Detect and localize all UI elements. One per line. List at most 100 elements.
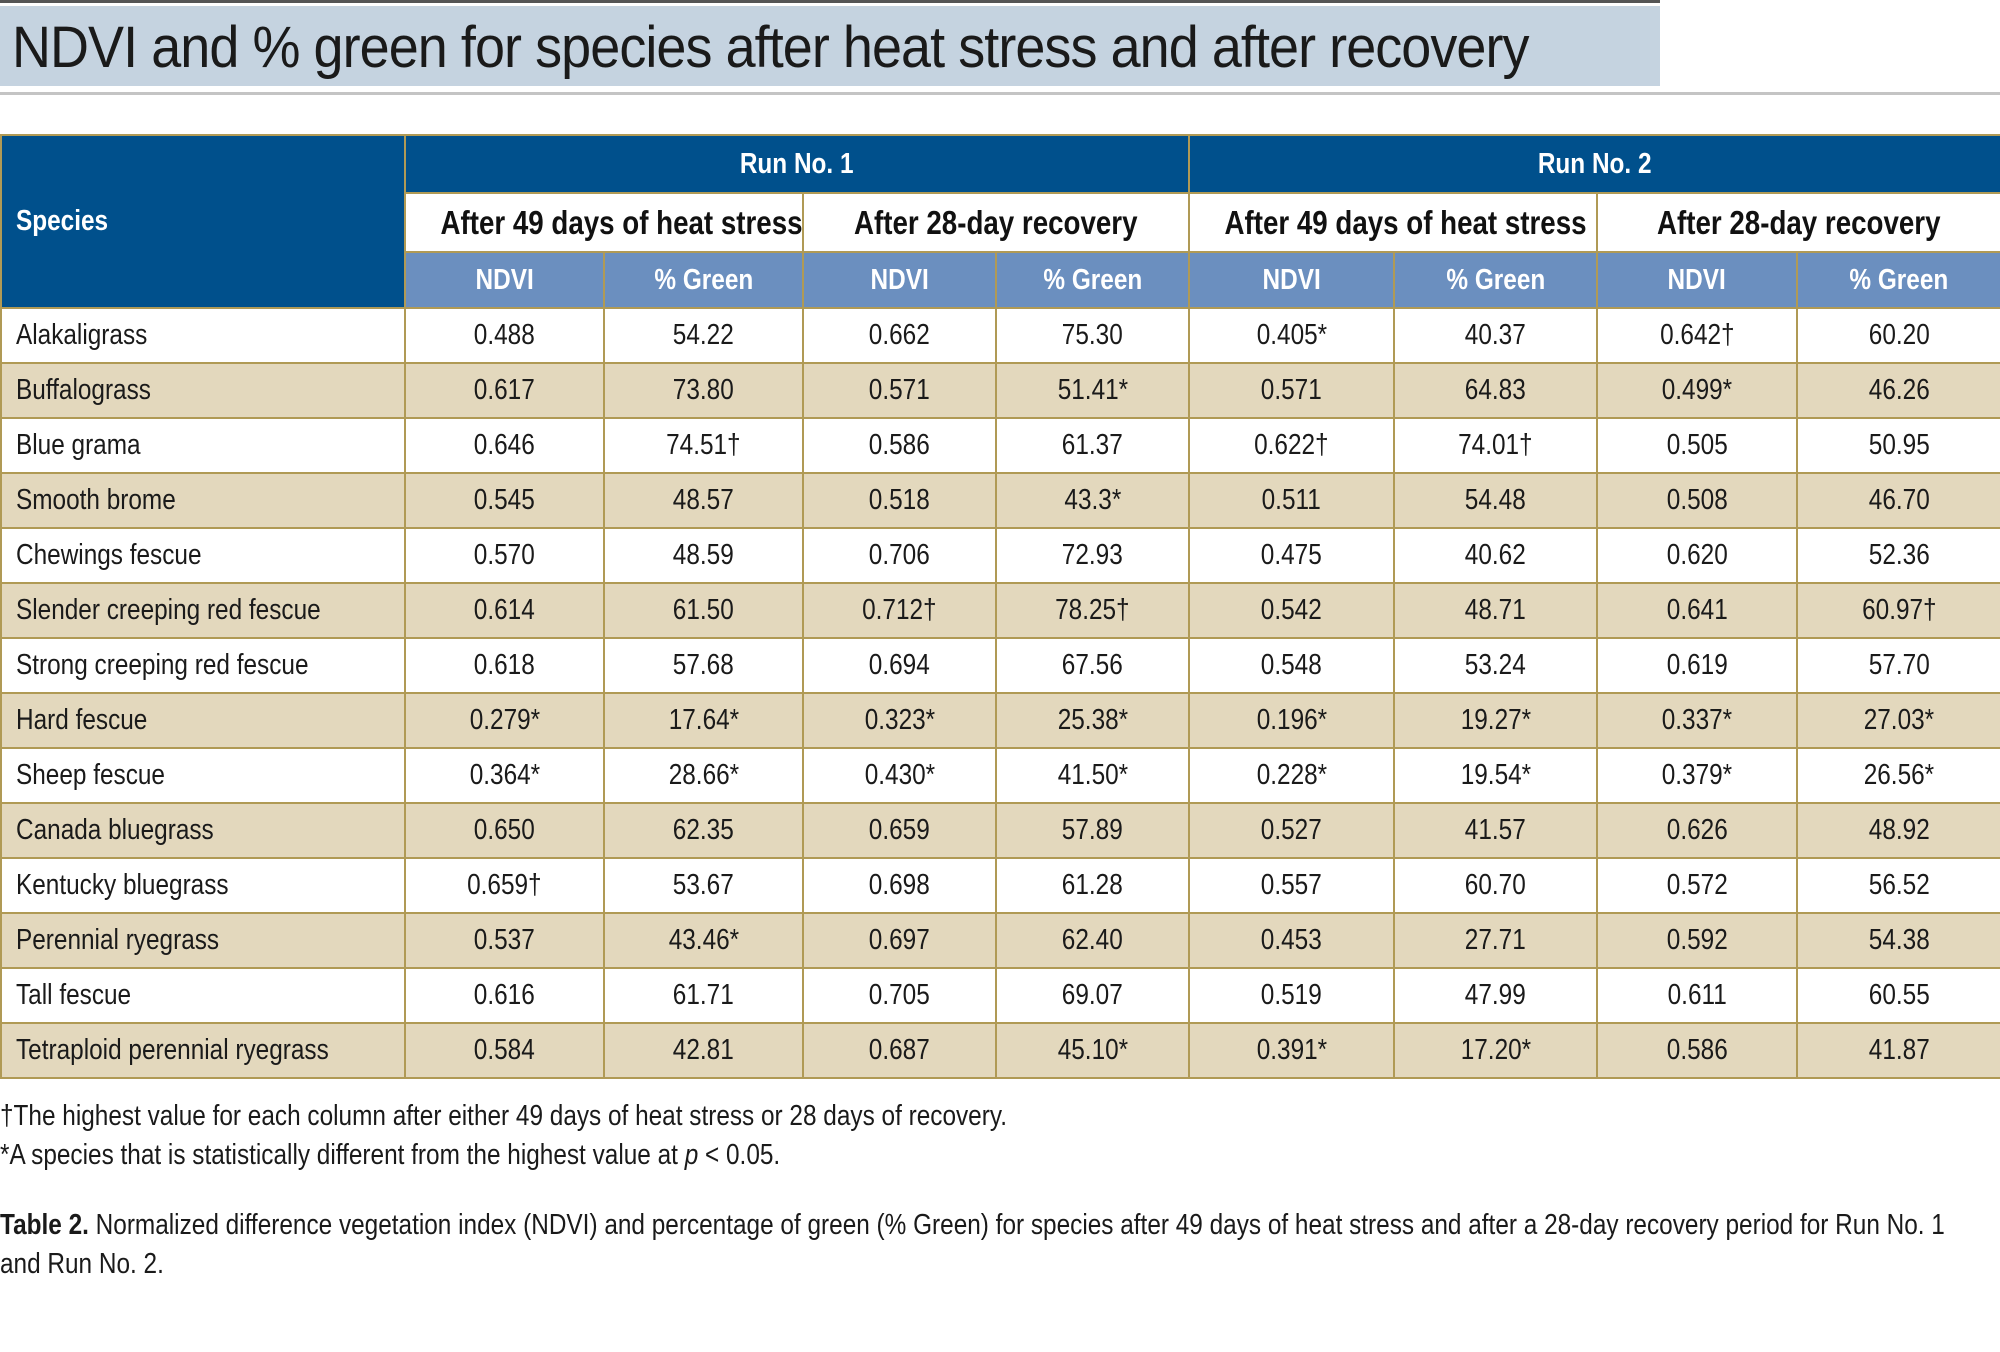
value-cell: 54.38: [1796, 912, 2000, 969]
value-cell: 0.705: [802, 967, 997, 1024]
value-cell: 0.364*: [404, 747, 605, 804]
table-row: Slender creeping red fescue 0.614 61.50 0.7…: [0, 582, 2000, 639]
value-cell: 0.570: [404, 527, 605, 584]
value-cell: 0.391*: [1188, 1022, 1396, 1079]
metric-header: % Green: [994, 251, 1191, 309]
title-rule: [0, 92, 2000, 95]
value-cell: 0.592: [1596, 912, 1799, 969]
value-cell: 78.25†: [994, 582, 1191, 639]
value-cell: 60.97†: [1796, 582, 2000, 639]
value-cell: 0.279*: [404, 692, 605, 749]
value-cell: 48.57: [603, 472, 804, 529]
value-cell: 0.572: [1596, 857, 1799, 914]
value-cell: 51.41*: [994, 362, 1191, 419]
footnote-asterisk: *A species that is statistically differe…: [0, 1139, 781, 1171]
top-rule: [0, 0, 1660, 3]
value-cell: 47.99: [1393, 967, 1599, 1024]
species-cell: Chewings fescue: [0, 527, 406, 584]
species-cell: Hard fescue: [0, 692, 406, 749]
value-cell: 42.81: [603, 1022, 804, 1079]
value-cell: 0.499*: [1596, 362, 1799, 419]
period-header: After 49 days of heat stress: [1188, 192, 1599, 253]
value-cell: 43.3*: [994, 472, 1191, 529]
value-cell: 19.27*: [1393, 692, 1599, 749]
value-cell: 0.614: [404, 582, 605, 639]
metric-header: NDVI: [1188, 251, 1396, 309]
caption-label: Table 2.: [0, 1209, 89, 1241]
value-cell: 0.687: [802, 1022, 997, 1079]
value-cell: 0.571: [1188, 362, 1396, 419]
species-cell: Tall fescue: [0, 967, 406, 1024]
value-cell: 0.712†: [802, 582, 997, 639]
value-cell: 48.71: [1393, 582, 1599, 639]
value-cell: 0.706: [802, 527, 997, 584]
value-cell: 64.83: [1393, 362, 1599, 419]
value-cell: 60.55: [1796, 967, 2000, 1024]
value-cell: 0.228*: [1188, 747, 1396, 804]
run-1-header: Run No. 1: [403, 134, 1191, 194]
value-cell: 52.36: [1796, 527, 2000, 584]
value-cell: 41.57: [1393, 802, 1599, 859]
run-2-header: Run No. 2: [1188, 134, 2000, 194]
table-row: Canada bluegrass 0.650 62.35 0.659 57.89 0.52…: [0, 802, 2000, 859]
value-cell: 0.379*: [1596, 747, 1799, 804]
metric-header: % Green: [1393, 251, 1599, 309]
value-cell: 0.618: [404, 637, 605, 694]
value-cell: 0.519: [1188, 967, 1396, 1024]
species-cell: Strong creeping red fescue: [0, 637, 406, 694]
table-row: Chewings fescue 0.570 48.59 0.706 72.93 0.475…: [0, 527, 2000, 584]
value-cell: 54.48: [1393, 472, 1599, 529]
value-cell: 48.59: [603, 527, 804, 584]
value-cell: 0.557: [1188, 857, 1396, 914]
table-row: Kentucky bluegrass 0.659† 53.67 0.698 61.28 0…: [0, 857, 2000, 914]
value-cell: 46.26: [1796, 362, 2000, 419]
value-cell: 0.475: [1188, 527, 1396, 584]
table-row: Sheep fescue 0.364* 28.66* 0.430* 41.50* 0.22…: [0, 747, 2000, 804]
metric-header: % Green: [603, 251, 804, 309]
species-cell: Kentucky bluegrass: [0, 857, 406, 914]
value-cell: 0.548: [1188, 637, 1396, 694]
value-cell: 67.56: [994, 637, 1191, 694]
value-cell: 50.95: [1796, 417, 2000, 474]
period-header: After 28-day recovery: [1596, 192, 2000, 253]
value-cell: 57.70: [1796, 637, 2000, 694]
value-cell: 41.50*: [994, 747, 1191, 804]
metric-header: NDVI: [404, 251, 605, 309]
value-cell: 75.30: [994, 307, 1191, 364]
value-cell: 57.89: [994, 802, 1191, 859]
caption-text: Normalized difference vegetation index (…: [0, 1209, 1945, 1280]
value-cell: 27.03*: [1796, 692, 2000, 749]
page-title: NDVI and % green for species after heat …: [12, 15, 1529, 80]
table-row: Hard fescue 0.279* 17.64* 0.323* 25.38* 0.196…: [0, 692, 2000, 749]
value-cell: 25.38*: [994, 692, 1191, 749]
data-table: Species Run No. 1 Run No. 2 After 49 day…: [0, 134, 2000, 1079]
value-cell: 0.611: [1596, 967, 1799, 1024]
value-cell: 26.56*: [1796, 747, 2000, 804]
value-cell: 74.01†: [1393, 417, 1599, 474]
value-cell: 41.87: [1796, 1022, 2000, 1079]
value-cell: 28.66*: [603, 747, 804, 804]
value-cell: 0.537: [404, 912, 605, 969]
species-cell: Smooth brome: [0, 472, 406, 529]
metric-header: % Green: [1796, 251, 2000, 309]
value-cell: 0.646: [404, 417, 605, 474]
table-row: Tall fescue 0.616 61.71 0.705 69.07 0.519 47.9…: [0, 967, 2000, 1024]
value-cell: 0.511: [1188, 472, 1396, 529]
value-cell: 0.508: [1596, 472, 1799, 529]
table-row: Tetraploid perennial ryegrass 0.584 42.81 0…: [0, 1022, 2000, 1079]
value-cell: 61.28: [994, 857, 1191, 914]
value-cell: 53.24: [1393, 637, 1599, 694]
value-cell: 0.545: [404, 472, 605, 529]
value-cell: 0.196*: [1188, 692, 1396, 749]
value-cell: 0.323*: [802, 692, 997, 749]
value-cell: 0.650: [404, 802, 605, 859]
value-cell: 0.586: [802, 417, 997, 474]
value-cell: 73.80: [603, 362, 804, 419]
value-cell: 0.488: [404, 307, 605, 364]
metric-header: NDVI: [802, 251, 997, 309]
value-cell: 0.337*: [1596, 692, 1799, 749]
species-cell: Alakaligrass: [0, 307, 406, 364]
value-cell: 46.70: [1796, 472, 2000, 529]
value-cell: 0.571: [802, 362, 997, 419]
value-cell: 17.64*: [603, 692, 804, 749]
